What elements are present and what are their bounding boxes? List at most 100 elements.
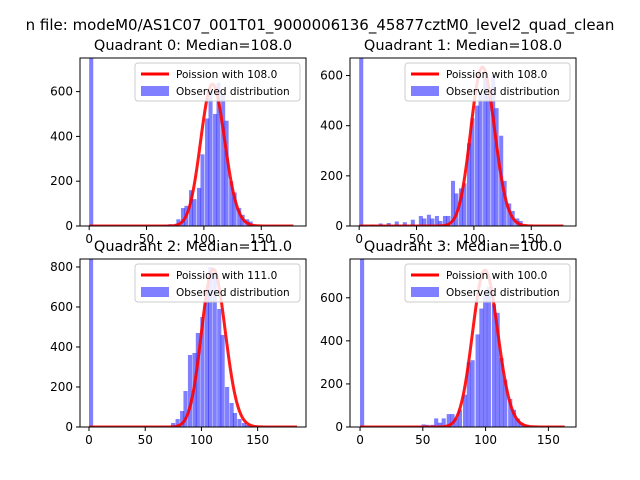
histogram-bar [458,188,464,226]
y-tick-label: 200 [320,169,343,183]
y-tick-label: 0 [65,420,73,434]
histogram-bar [183,391,188,427]
histogram-bar [466,362,471,427]
histogram-bar [232,192,237,226]
y-tick-label: 600 [50,300,73,314]
subplot-title: Quadrant 0: Median=108.0 [94,38,292,54]
axes-frame [79,57,307,227]
x-tick-label: 50 [409,232,424,246]
legend-label: Poission with 111.0 [176,270,277,282]
histogram-bar [511,409,517,427]
histogram-bar [88,259,94,427]
x-tick-label: 100 [192,232,215,246]
histogram-bar [441,418,446,427]
figure-suptitle: n file: modeM0/AS1C07_001T01_9000006136_… [26,16,615,35]
y-tick-label: 600 [320,291,343,305]
histogram-bar [442,215,447,226]
legend-label: Observed distribution [446,287,560,299]
legend: Poission with 100.0 Observed distribution [404,263,571,303]
histogram-bar [470,360,475,427]
histogram-bar [479,308,484,427]
histogram-bar [450,180,456,226]
histogram-bar [483,78,488,226]
legend-label: Observed distribution [176,287,290,299]
histogram-bar [208,91,213,226]
histogram-bar [463,394,468,427]
histogram-bar [438,220,443,226]
histogram-bar [216,82,221,226]
x-tick-label: 0 [356,433,364,447]
histogram-bar [180,208,186,226]
histogram-bar [212,273,217,427]
legend: Poission with 108.0 Observed distribution [134,62,301,102]
histogram-bar [241,423,247,427]
y-tick-label: 600 [50,85,73,99]
subplot-title: Quadrant 1: Median=108.0 [364,38,562,54]
legend: Poission with 111.0 Observed distribution [134,263,301,303]
histogram-bar [515,418,520,427]
x-tick-label: 0 [85,433,93,447]
histogram-bar [454,418,459,427]
legend-bar-swatch [141,86,169,96]
x-tick-label: 150 [250,232,273,246]
histogram-bar [503,379,508,427]
histogram-bar [446,215,451,226]
histogram-bar [171,423,176,427]
histogram-bar [457,409,463,427]
histogram-bar [229,403,234,427]
histogram-bar [450,414,455,427]
legend-box [404,62,571,102]
x-tick-label: 50 [415,433,430,447]
histogram-bar [205,118,210,226]
plot-area [358,58,564,226]
poisson-curve [88,82,294,226]
histogram-bar [394,221,399,226]
legend-bar-swatch [141,287,169,297]
histogram-bar [426,214,431,226]
histogram-bar [237,419,242,427]
histogram-bar [491,75,496,226]
axes-frame [79,258,307,428]
histogram-bar [430,218,435,226]
histogram-bar [187,355,193,427]
legend: Poission with 108.0 Observed distribution [404,62,571,102]
legend-label: Poission with 108.0 [176,69,277,81]
legend-label: Observed distribution [446,86,560,98]
histogram-bar [360,259,365,427]
x-tick-label: 100 [462,232,485,246]
legend-bar-swatch [411,86,439,96]
legend-label: Poission with 108.0 [446,69,547,81]
subplot-title: Quadrant 2: Median=111.0 [94,239,292,255]
histogram-bar [486,287,491,427]
histogram-bar [475,105,480,226]
histogram-bar [434,215,439,226]
axes-frame [349,258,577,428]
histogram-bar [486,95,491,226]
histogram-bar [200,154,205,226]
histogram-bar [494,108,499,226]
x-tick-label: 100 [474,433,497,447]
histogram-bar [491,304,496,427]
y-tick-label: 400 [320,119,343,133]
subplot-quadrant-2: 0 50 100 150 0 200 400 600 800 Quadrant 2: Median… [50,239,307,447]
histogram-bar [221,93,226,226]
y-tick-label: 800 [50,260,73,274]
histogram-bar [217,309,222,427]
y-tick-label: 400 [50,129,73,143]
histogram-bar [508,399,513,427]
histogram-bar [176,219,181,226]
histogram-bar [175,419,180,427]
histogram-bar [224,120,229,226]
y-tick-label: 0 [65,219,73,233]
histogram-bar [200,317,205,427]
legend-label: Poission with 100.0 [446,270,547,282]
histogram-bar [245,425,250,427]
histogram-bar [495,312,500,427]
y-tick-label: 200 [50,174,73,188]
histogram-bar [386,222,391,226]
histogram-bar [204,291,209,427]
histogram-bar [188,190,194,226]
y-tick-label: 600 [320,69,343,83]
x-tick-label: 100 [190,433,213,447]
histogram-bar [446,414,451,427]
